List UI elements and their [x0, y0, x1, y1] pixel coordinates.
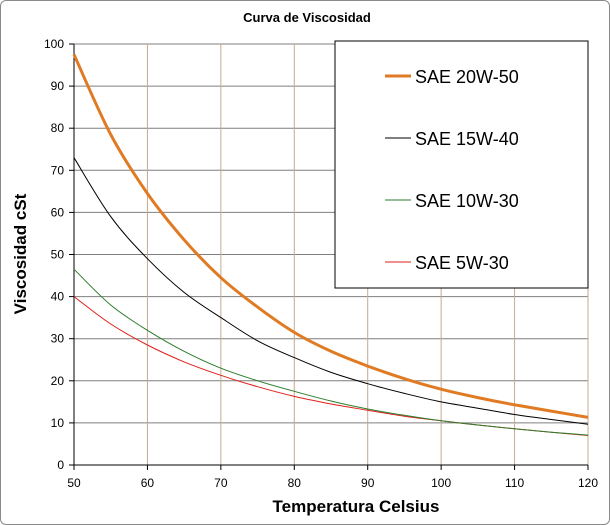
y-tick-label: 60: [51, 205, 65, 219]
y-tick-label: 90: [51, 79, 65, 93]
x-axis-label: Temperatura Celsius: [273, 497, 440, 516]
y-tick-label: 30: [51, 332, 65, 346]
x-tick-label: 100: [431, 476, 451, 490]
y-tick-label: 40: [51, 290, 65, 304]
series-line-sae-10w-30: [73, 268, 589, 436]
y-tick-label: 70: [51, 163, 65, 177]
chart-title: Curva de Viscosidad: [243, 10, 371, 25]
x-tick-label: 50: [67, 476, 81, 490]
x-tick-label: 120: [578, 476, 598, 490]
y-tick-label: 80: [51, 121, 65, 135]
y-tick-label: 20: [51, 374, 65, 388]
legend-label: SAE 5W-30: [415, 253, 509, 273]
y-tick-label: 100: [44, 37, 64, 51]
x-tick-label: 80: [288, 476, 302, 490]
series-line-sae-20w-50: [72, 53, 589, 419]
legend-label: SAE 15W-40: [415, 129, 519, 149]
legend-label: SAE 10W-30: [415, 191, 519, 211]
y-tick-label: 0: [57, 458, 64, 472]
series-line-sae-15w-40: [73, 157, 589, 425]
legend-label: SAE 20W-50: [415, 67, 519, 87]
x-tick-label: 70: [214, 476, 228, 490]
x-tick-label: 90: [361, 476, 375, 490]
y-tick-label: 10: [51, 416, 65, 430]
y-axis-label: Viscosidad cSt: [11, 193, 30, 314]
legend-box: [334, 40, 589, 289]
x-tick-label: 110: [505, 476, 524, 490]
plot-area: 0 10 20 30 40 50 60 70 80 90 100 50 60 70 80 90 100 110 12…: [44, 37, 598, 490]
x-tick-label: 60: [141, 476, 155, 490]
y-tick-label: 50: [51, 248, 65, 262]
